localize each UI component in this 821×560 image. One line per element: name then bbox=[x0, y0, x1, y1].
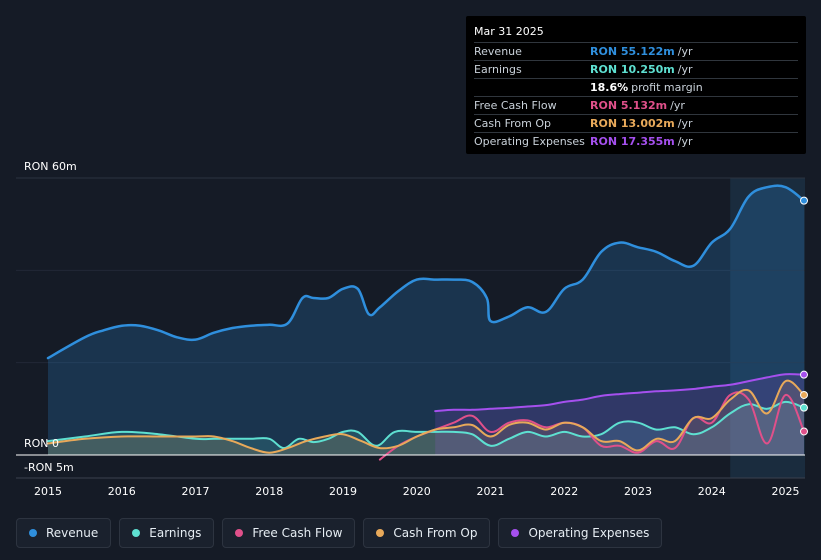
x-tick-2022: 2022 bbox=[550, 485, 578, 498]
tooltip-unit: /yr bbox=[677, 63, 693, 76]
legend-dot-icon bbox=[376, 529, 385, 537]
legend-label: Free Cash Flow bbox=[252, 526, 343, 540]
tooltip-value: RON 13.002m bbox=[590, 117, 675, 130]
tooltip-unit: /yr bbox=[677, 117, 693, 130]
legend-dot-icon bbox=[132, 529, 141, 537]
x-tick-2023: 2023 bbox=[624, 485, 652, 498]
earnings-line bbox=[47, 400, 805, 450]
legend-dot-icon bbox=[29, 529, 37, 537]
tooltip-row-free-cash-flow: Free Cash Flow RON 5.132m/yr bbox=[474, 97, 798, 115]
operating-expenses-line bbox=[434, 373, 805, 413]
legend-dot-icon bbox=[511, 529, 520, 537]
legend-label: Earnings bbox=[149, 526, 202, 540]
tooltip-value: RON 10.250m bbox=[590, 63, 675, 76]
tooltip-row-profit-margin: 18.6% profit margin bbox=[474, 79, 798, 97]
x-tick-2019: 2019 bbox=[329, 485, 357, 498]
legend-earnings[interactable]: Earnings bbox=[119, 518, 215, 548]
legend-cash-from-op[interactable]: Cash From Op bbox=[363, 518, 491, 548]
x-tick-2016: 2016 bbox=[108, 485, 136, 498]
earnings-end-dot bbox=[800, 403, 808, 412]
legend-operating-expenses[interactable]: Operating Expenses bbox=[498, 518, 663, 548]
tooltip-label: Revenue bbox=[474, 45, 522, 58]
operating-expenses-end-dot bbox=[800, 370, 808, 379]
series-lines bbox=[46, 184, 806, 461]
revenue-line bbox=[46, 184, 806, 360]
cash-from-op-end-dot bbox=[800, 390, 808, 399]
legend-revenue[interactable]: Revenue bbox=[16, 518, 112, 548]
free-cash-flow-line bbox=[378, 391, 805, 461]
y-top-label: RON 60m bbox=[24, 160, 77, 173]
x-tick-2021: 2021 bbox=[477, 485, 505, 498]
legend-free-cash-flow[interactable]: Free Cash Flow bbox=[222, 518, 356, 548]
series-fills bbox=[48, 185, 804, 455]
y-bottom-label: -RON 5m bbox=[24, 461, 74, 474]
x-tick-2020: 2020 bbox=[403, 485, 431, 498]
y-zero-label: RON 0 bbox=[24, 437, 59, 450]
legend-label: Operating Expenses bbox=[528, 526, 650, 540]
revenue-area bbox=[48, 185, 804, 455]
tooltip-label: Earnings bbox=[474, 63, 522, 76]
legend-label: Cash From Op bbox=[393, 526, 478, 540]
tooltip-unit: /yr bbox=[670, 99, 685, 112]
tooltip-unit: /yr bbox=[677, 45, 693, 58]
tooltip-row-revenue: Revenue RON 55.122m/yr bbox=[474, 43, 798, 61]
tooltip-panel: Mar 31 2025 Revenue RON 55.122m/yr Earning… bbox=[466, 16, 806, 154]
tooltip-unit: profit margin bbox=[631, 81, 703, 94]
tooltip-label: Free Cash Flow bbox=[474, 99, 557, 112]
x-tick-2015: 2015 bbox=[34, 485, 62, 498]
tooltip-value: RON 5.132m bbox=[590, 99, 668, 112]
free-cash-flow-end-dot bbox=[800, 427, 808, 436]
tooltip-date: Mar 31 2025 bbox=[474, 24, 798, 43]
operating-expenses-area bbox=[435, 374, 804, 455]
x-tick-2018: 2018 bbox=[255, 485, 283, 498]
forecast-shade bbox=[730, 178, 805, 478]
cash-from-op-line bbox=[47, 379, 805, 454]
tooltip-label: Operating Expenses bbox=[474, 135, 585, 148]
cash-from-op-area bbox=[48, 380, 804, 455]
tooltip-unit: /yr bbox=[677, 135, 693, 148]
x-tick-labels: 2015 2016 2017 2018 2019 2020 2021 2022 2023 2024… bbox=[34, 485, 800, 498]
legend-dot-icon bbox=[235, 529, 244, 537]
tooltip-value: 18.6% bbox=[590, 81, 629, 94]
tooltip-value: RON 17.355m bbox=[590, 135, 675, 148]
tooltip-label: Cash From Op bbox=[474, 117, 552, 130]
legend-label: Revenue bbox=[46, 526, 99, 540]
x-tick-2024: 2024 bbox=[698, 485, 726, 498]
tooltip-row-operating-expenses: Operating Expenses RON 17.355m/yr bbox=[474, 133, 798, 150]
tooltip-row-cash-from-op: Cash From Op RON 13.002m/yr bbox=[474, 115, 798, 133]
x-tick-2025: 2025 bbox=[772, 485, 800, 498]
tooltip-value: RON 55.122m bbox=[590, 45, 675, 58]
x-tick-2017: 2017 bbox=[182, 485, 210, 498]
tooltip-row-earnings: Earnings RON 10.250m/yr bbox=[474, 61, 798, 79]
legend: Revenue Earnings Free Cash Flow Cash From O… bbox=[16, 518, 663, 548]
tooltip-rows: Revenue RON 55.122m/yr Earnings RON 10.250m… bbox=[474, 43, 798, 150]
tooltip-label bbox=[474, 79, 590, 96]
revenue-end-dot bbox=[800, 196, 808, 205]
series-end-dots bbox=[800, 196, 808, 436]
